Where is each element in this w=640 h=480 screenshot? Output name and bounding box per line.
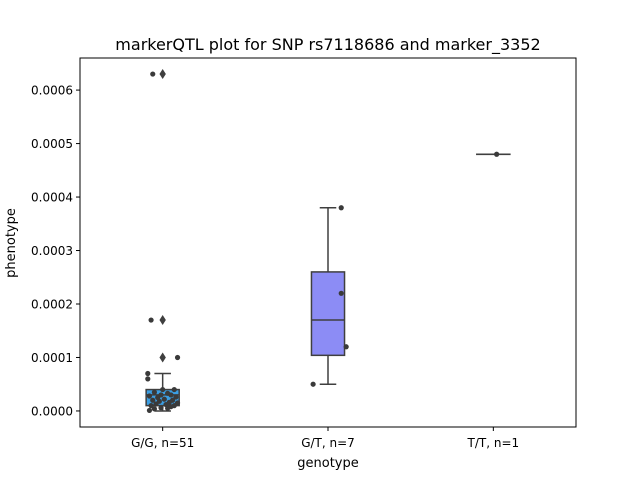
data-point (151, 389, 157, 395)
outlier-marker (159, 69, 166, 80)
x-tick-label: G/T, n=7 (301, 436, 355, 450)
outlier-marker (159, 315, 166, 326)
data-point (310, 381, 316, 387)
data-point (146, 407, 153, 414)
data-point (160, 386, 166, 393)
data-point (153, 401, 159, 407)
data-point (148, 317, 154, 323)
box-group (310, 206, 346, 385)
data-point (173, 394, 179, 400)
x-tick-label: G/G, n=51 (131, 436, 194, 450)
y-axis-label: phenotype (4, 208, 19, 278)
y-tick-label: 0.0006 (31, 84, 73, 98)
x-axis: G/G, n=51 G/T, n=7 T/T, n=1 (131, 427, 519, 450)
chart-title: markerQTL plot for SNP rs7118686 and mar… (115, 35, 540, 55)
data-point (174, 354, 181, 361)
y-tick-label: 0.0004 (31, 191, 73, 205)
data-point (148, 403, 154, 409)
plot-area (145, 69, 511, 414)
y-tick-label: 0.0002 (31, 298, 73, 312)
data-point (151, 406, 157, 412)
data-point (165, 405, 171, 411)
y-tick-label: 0.0005 (31, 137, 73, 151)
y-axis: 0.0000 0.0001 0.0002 0.0003 0.0004 0.0005 0.00… (31, 84, 80, 418)
data-point (145, 376, 151, 382)
x-axis-label: genotype (297, 456, 358, 471)
data-point (168, 392, 174, 398)
data-point (146, 393, 153, 399)
data-point (161, 396, 167, 402)
data-point (343, 344, 349, 350)
y-tick-label: 0.0000 (31, 404, 73, 418)
y-tick-label: 0.0001 (31, 351, 73, 365)
x-tick-label: T/T, n=1 (467, 436, 520, 450)
data-point (158, 405, 164, 411)
data-point (494, 151, 500, 157)
data-point (145, 370, 151, 377)
data-point (150, 397, 156, 403)
box-iqr (310, 271, 346, 357)
outlier-marker (159, 352, 166, 363)
data-point (338, 205, 344, 211)
y-tick-label: 0.0003 (31, 244, 73, 258)
data-point (338, 290, 344, 296)
data-point (150, 71, 156, 77)
data-point (171, 386, 177, 393)
